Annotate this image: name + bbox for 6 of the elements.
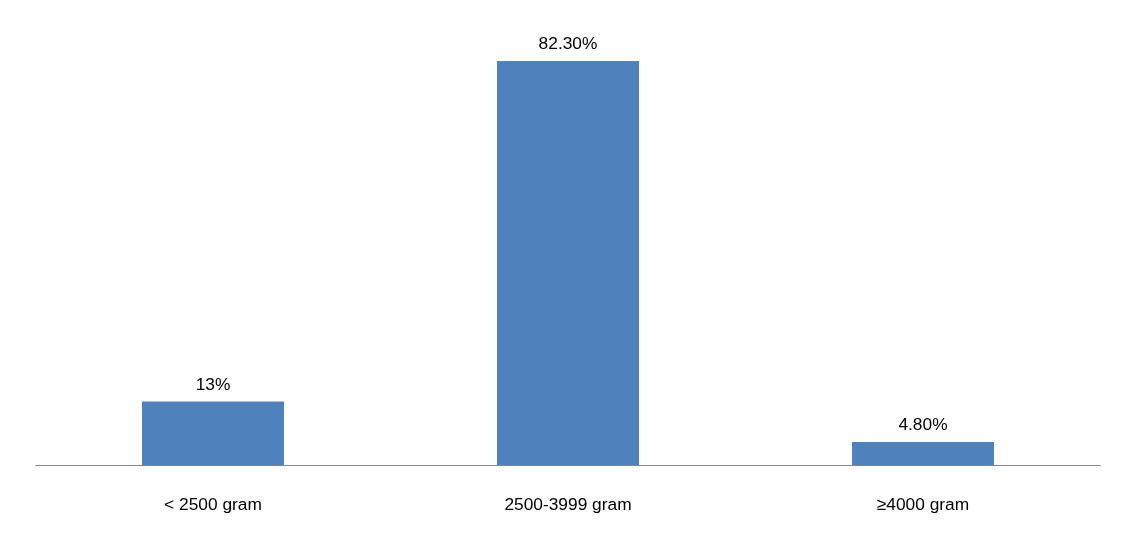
x-tick-label: 2500-3999 gram: [504, 493, 632, 514]
x-tick-label: < 2500 gram: [164, 493, 262, 514]
x-tick-label: ≥4000 gram: [876, 493, 970, 514]
data-label: 4.80%: [898, 413, 948, 434]
data-label: 82.30%: [538, 32, 598, 53]
data-label: 13%: [195, 373, 231, 394]
